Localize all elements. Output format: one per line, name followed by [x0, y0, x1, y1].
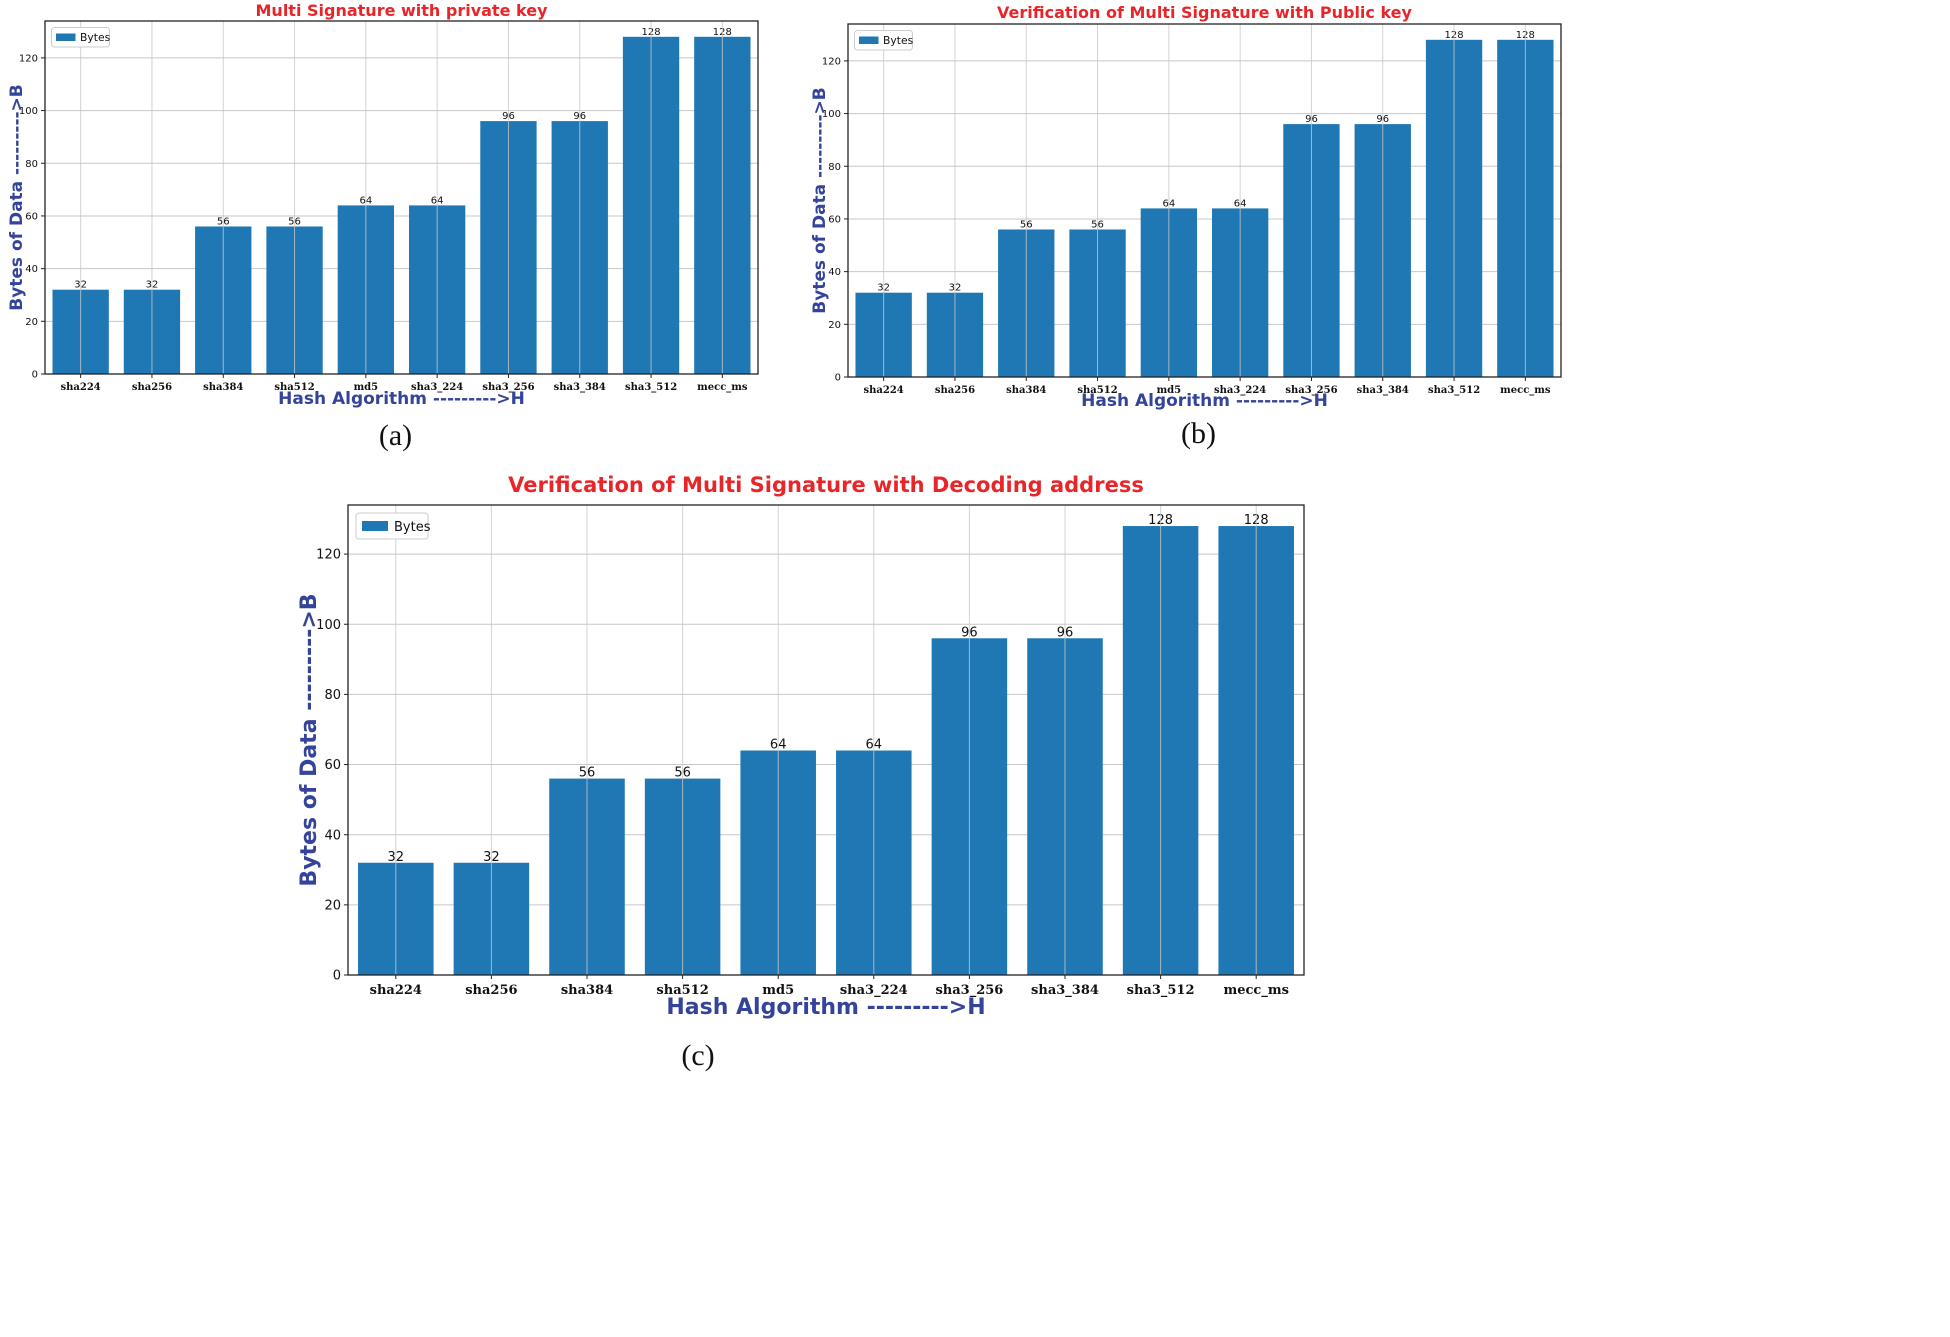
ytick-label: 80	[25, 159, 38, 170]
xtick-label: sha3_512	[625, 382, 677, 393]
x-axis-label: Hash Algorithm --------->H	[666, 995, 985, 1020]
panel-caption: (c)	[681, 1039, 714, 1072]
legend-box	[355, 512, 429, 540]
ytick-label: 40	[324, 828, 341, 843]
xtick-label: sha3_256	[482, 382, 534, 393]
ytick-label: 60	[324, 758, 341, 773]
ytick-label: 60	[25, 211, 38, 222]
xtick-label: sha512	[656, 983, 708, 998]
legend-label: Bytes	[394, 520, 431, 535]
plot-frame	[347, 504, 1305, 976]
ytick-label: 120	[19, 53, 38, 64]
xtick-label: sha3_384	[1357, 385, 1409, 396]
ytick-label: 60	[828, 214, 841, 225]
xtick-label: sha3_256	[935, 983, 1003, 998]
xtick-label: sha512	[1077, 385, 1117, 396]
legend-swatch	[56, 33, 76, 41]
xtick-label: sha3_384	[554, 382, 606, 393]
ytick-label: 20	[25, 317, 38, 328]
xtick-label: md5	[762, 983, 794, 998]
ytick-label: 40	[25, 264, 38, 275]
legend-swatch	[859, 36, 879, 44]
ytick-label: 20	[324, 898, 341, 913]
ytick-label: 100	[19, 106, 38, 117]
y-axis-label: Bytes of Data --------->B	[7, 84, 27, 311]
xtick-label: sha384	[561, 983, 613, 998]
chart-title: Multi Signature with private key	[256, 1, 549, 20]
xtick-label: sha3_512	[1428, 385, 1480, 396]
ytick-label: 120	[822, 56, 841, 67]
legend: Bytes	[355, 512, 431, 540]
ytick-label: 40	[828, 267, 841, 278]
legend-swatch	[362, 521, 388, 531]
xtick-label: sha224	[61, 382, 101, 393]
plot-frame	[44, 20, 759, 375]
legend: Bytes	[854, 30, 914, 51]
xtick-label: sha224	[370, 983, 422, 998]
chart-title: Verification of Multi Signature with Pub…	[997, 3, 1413, 22]
legend-box	[854, 30, 913, 51]
xtick-label: sha256	[465, 983, 517, 998]
xtick-label: sha384	[203, 382, 243, 393]
ytick-label: 100	[822, 109, 841, 120]
xtick-label: mecc_ms	[1500, 385, 1551, 396]
panel-caption: (a)	[379, 419, 412, 452]
ytick-label: 0	[835, 373, 841, 384]
legend: Bytes	[51, 27, 111, 48]
xtick-label: sha256	[935, 385, 975, 396]
legend-box	[51, 27, 110, 48]
legend-label: Bytes	[883, 34, 914, 47]
legend-label: Bytes	[80, 31, 111, 44]
xtick-label: sha512	[274, 382, 314, 393]
ytick-label: 120	[316, 548, 341, 563]
plot-frame	[847, 23, 1562, 378]
xtick-label: sha3_256	[1285, 385, 1337, 396]
y-axis-label: Bytes of Data --------->B	[810, 87, 830, 314]
xtick-label: sha256	[132, 382, 172, 393]
xtick-label: sha3_384	[1031, 983, 1099, 998]
chart-panel-1: Multi Signature with private key 0 20 40 60 8…	[7, 1, 759, 452]
xtick-label: sha3_224	[1214, 385, 1266, 396]
ytick-label: 20	[828, 320, 841, 331]
chart-panel-3: Verification of Multi Signature with Dec…	[297, 473, 1305, 1072]
xtick-label: md5	[354, 382, 379, 393]
ytick-label: 80	[324, 688, 341, 703]
xtick-label: sha384	[1006, 385, 1046, 396]
xtick-label: mecc_ms	[1223, 983, 1288, 998]
chart-panel-2: Verification of Multi Signature with Pub…	[810, 3, 1562, 450]
panel-caption: (b)	[1181, 417, 1216, 450]
ytick-label: 0	[333, 969, 341, 984]
x-axis-label: Hash Algorithm --------->H	[1081, 391, 1328, 411]
xtick-label: sha3_512	[1127, 983, 1195, 998]
xtick-label: sha3_224	[840, 983, 908, 998]
y-axis-label: Bytes of Data --------->B	[297, 593, 322, 886]
xtick-label: mecc_ms	[697, 382, 748, 393]
ytick-label: 100	[316, 618, 341, 633]
chart-title: Verification of Multi Signature with Dec…	[508, 473, 1144, 497]
x-axis-label: Hash Algorithm --------->H	[278, 389, 525, 409]
xtick-label: sha224	[864, 385, 904, 396]
ytick-label: 80	[828, 162, 841, 173]
ytick-label: 0	[32, 370, 38, 381]
xtick-label: md5	[1157, 385, 1182, 396]
xtick-label: sha3_224	[411, 382, 463, 393]
